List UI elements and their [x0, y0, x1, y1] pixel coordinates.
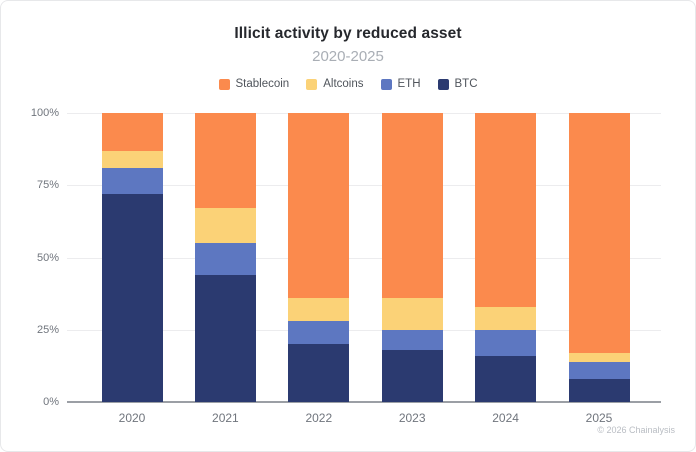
bar-segment-altcoins-2023	[381, 297, 443, 330]
legend-item-altcoins: Altcoins	[306, 78, 364, 90]
x-tick-label-2022: 2022	[305, 411, 333, 425]
legend-item-btc: BTC	[437, 78, 478, 90]
bar-2023	[381, 113, 443, 402]
bar-segment-altcoins-2025	[568, 352, 630, 362]
x-tick-label-2024: 2024	[492, 411, 519, 425]
bar-2024	[475, 113, 537, 402]
bar-segment-stablecoin-2020	[101, 113, 163, 151]
gridline-25	[67, 329, 661, 331]
bar-segment-stablecoin-2022	[288, 113, 350, 298]
bar-segment-btc-2022	[288, 344, 350, 402]
bar-2020	[101, 113, 163, 402]
bar-segment-stablecoin-2021	[194, 113, 256, 209]
bar-segment-altcoins-2021	[194, 208, 256, 244]
bar-segment-eth-2022	[288, 321, 350, 345]
bar-2021	[194, 113, 256, 402]
legend-item-eth: ETH	[380, 78, 421, 90]
x-tick-label-2021: 2021	[212, 411, 239, 425]
x-tick-label-2020: 2020	[118, 411, 146, 425]
bar-2025	[568, 113, 630, 402]
legend-swatch-altcoins	[306, 78, 318, 90]
bar-segment-eth-2021	[194, 243, 256, 275]
copyright-credit: © 2026 Chainalysis	[597, 425, 675, 435]
y-tick-label: 50%	[36, 251, 59, 264]
legend-swatch-eth	[380, 78, 392, 90]
bar-segment-btc-2025	[568, 378, 630, 402]
legend-label: Stablecoin	[235, 78, 290, 90]
bar-segment-btc-2020	[101, 193, 163, 402]
chart-subtitle: 2020-2025	[312, 48, 384, 65]
bar-segment-stablecoin-2023	[381, 113, 443, 298]
plot-area: 0% 25% 50% 75% 100% 2020 2021 2022 2023 2024 2025	[31, 107, 661, 425]
bar-segment-eth-2024	[475, 329, 537, 356]
bar-segment-altcoins-2024	[475, 306, 537, 330]
legend-label: ETH	[397, 78, 421, 90]
y-tick-label: 75%	[36, 179, 59, 192]
bar-2022	[288, 113, 350, 402]
bar-segment-stablecoin-2024	[475, 113, 537, 307]
bar-segment-eth-2023	[381, 329, 443, 350]
x-axis-line	[67, 401, 661, 403]
bar-segment-btc-2023	[381, 349, 443, 402]
bar-segment-btc-2021	[194, 274, 256, 402]
legend-swatch-btc	[437, 78, 449, 90]
bar-segment-altcoins-2020	[101, 150, 163, 168]
gridline-100	[67, 113, 661, 114]
bar-segment-eth-2025	[568, 361, 630, 379]
bar-segment-btc-2024	[475, 355, 537, 402]
chart-title: Illicit activity by reduced asset	[234, 25, 462, 42]
bar-segment-eth-2020	[101, 167, 163, 194]
gridline-75	[67, 185, 661, 187]
chart-legend: Stablecoin Altcoins ETH BTC	[1, 78, 695, 90]
bar-segment-stablecoin-2025	[568, 113, 630, 353]
legend-swatch-stablecoin	[218, 78, 230, 90]
legend-item-stablecoin: Stablecoin	[218, 78, 290, 90]
x-tick-label-2023: 2023	[398, 411, 426, 425]
gridline-50	[67, 257, 661, 259]
legend-label: BTC	[454, 78, 478, 90]
legend-label: Altcoins	[323, 78, 364, 90]
y-tick-label: 25%	[36, 323, 59, 336]
y-tick-label: 0%	[43, 396, 59, 408]
y-tick-label: 100%	[30, 107, 59, 119]
x-tick-label-2025: 2025	[585, 411, 613, 425]
bar-segment-altcoins-2022	[288, 297, 350, 322]
